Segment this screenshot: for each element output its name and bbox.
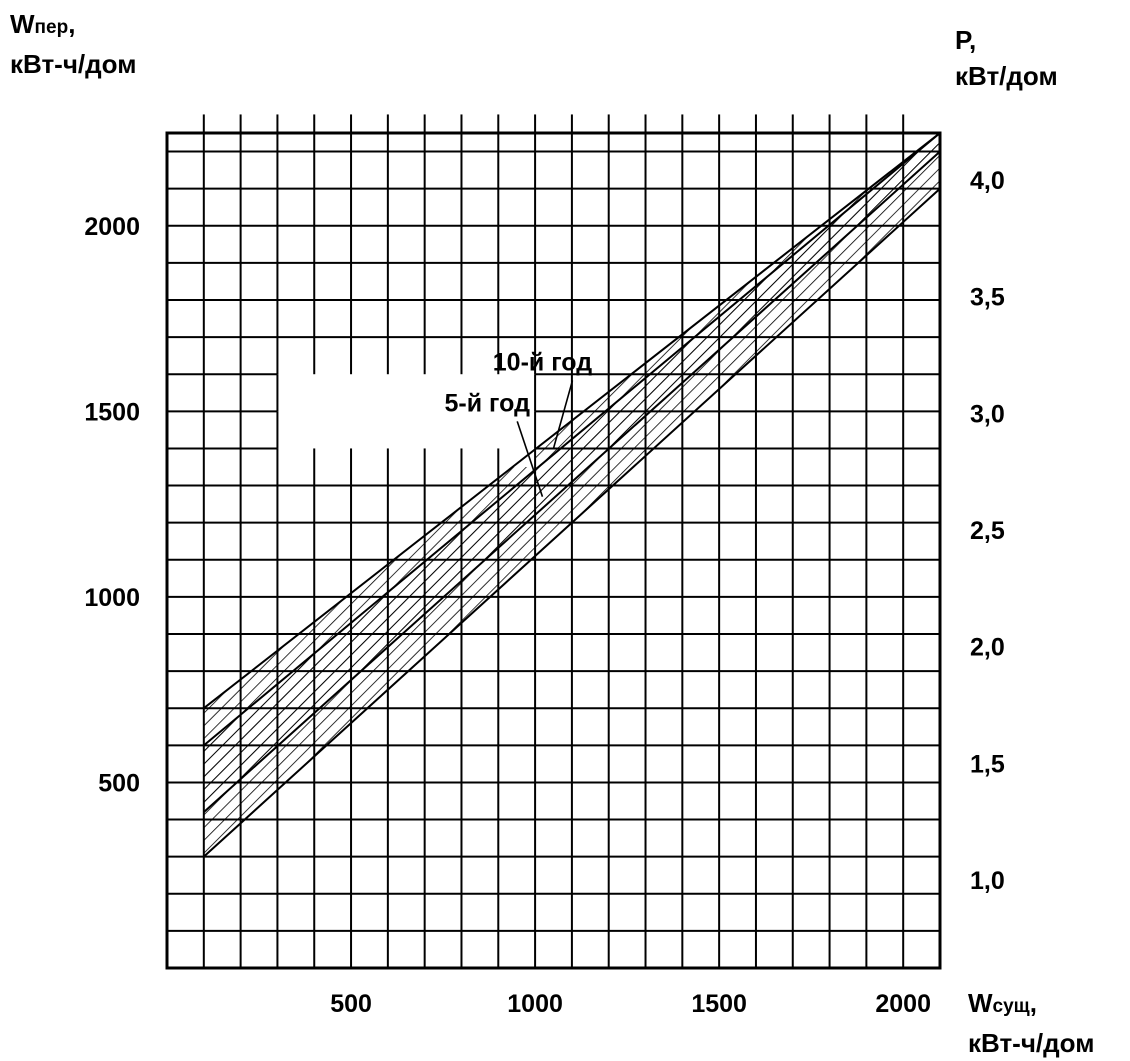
left-axis-ticks: 500 1000 1500 2000 xyxy=(84,213,140,798)
left-axis-units: кВт-ч/дом xyxy=(10,49,137,79)
right-tick-label: 1,0 xyxy=(970,867,1005,895)
band-2-lower-edge xyxy=(203,150,940,813)
x-axis-title: Wсущ, кВт-ч/дом xyxy=(968,985,1094,1061)
band-1-upper-edge xyxy=(203,133,940,747)
left-tick-label: 500 xyxy=(98,769,140,797)
right-tick-label: 2,0 xyxy=(970,634,1005,662)
band-1-lower-edge xyxy=(203,187,940,858)
annotation-leader-line xyxy=(552,380,574,449)
x-tick-label: 1500 xyxy=(691,990,747,1018)
annotation-label-box xyxy=(277,366,536,467)
right-tick-label: 4,0 xyxy=(970,167,1005,195)
left-tick-label: 1500 xyxy=(84,398,140,426)
plot-frame xyxy=(165,131,942,970)
grid xyxy=(167,114,940,968)
x-axis-ticks: 500 1000 1500 2000 xyxy=(330,990,931,1018)
right-axis-ticks: 1,0 1,5 2,0 2,5 3,0 3,5 4,0 xyxy=(970,167,1005,895)
right-axis-title: P, кВт/дом xyxy=(955,22,1058,94)
right-tick-label: 3,0 xyxy=(970,400,1005,428)
annotation-label: 10-й год xyxy=(493,349,592,377)
annotation-label: 5-й год xyxy=(445,389,531,417)
x-axis-units: кВт-ч/дом xyxy=(968,1028,1095,1058)
x-tick-label: 2000 xyxy=(875,990,931,1018)
right-tick-label: 1,5 xyxy=(970,750,1005,778)
annotations: 10-й год 5-й год xyxy=(445,349,592,497)
x-tick-label: 500 xyxy=(330,990,372,1018)
x-tick-label: 1000 xyxy=(507,990,563,1018)
right-axis-units: кВт/дом xyxy=(955,61,1058,91)
band-edges xyxy=(203,133,940,858)
left-tick-label: 1000 xyxy=(84,584,140,612)
right-tick-label: 3,5 xyxy=(970,284,1005,312)
left-tick-label: 2000 xyxy=(84,213,140,241)
annotation-leader-line xyxy=(516,421,544,497)
band-2-upper-edge xyxy=(203,133,940,710)
right-tick-label: 2,5 xyxy=(970,517,1005,545)
left-axis-title: Wпер, кВт-ч/дом xyxy=(10,6,136,82)
